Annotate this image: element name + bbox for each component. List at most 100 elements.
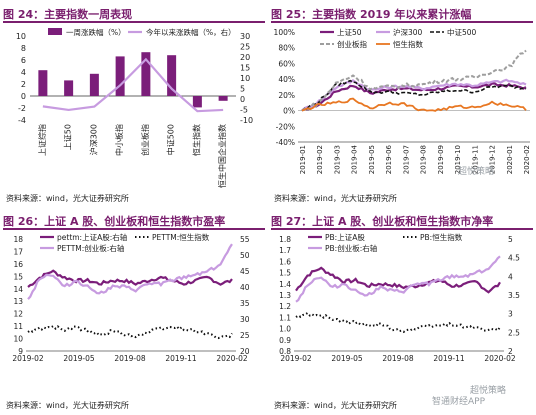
y-tick-label: 0% <box>283 107 295 116</box>
y-tick-label: 1.6 <box>279 257 291 266</box>
y2-tick-label: 10 <box>240 74 250 83</box>
y-tick-label: 16 <box>13 260 23 269</box>
x-tick-label: 2019-09 <box>437 145 445 174</box>
y-tick-label: 18 <box>13 235 23 244</box>
x-tick-label: 2019-03 <box>333 145 341 174</box>
y-tick-label: 0.8 <box>279 347 291 356</box>
y-tick-label: 14 <box>13 285 23 294</box>
panel-fig26: 图 26：上证 A 股、创业板和恒生指数市盈率 9 10 11 12 13 14 15 16 1… <box>0 207 268 414</box>
source-note: 资料来源：wind，光大证券研究所 <box>274 401 397 410</box>
y2-tick-label: 30 <box>240 315 250 324</box>
legend-label: PB:创业板:右轴 <box>325 243 377 253</box>
series-line <box>295 255 501 303</box>
x-tick-label: 中小板指 <box>114 124 124 156</box>
y2-tick-label: -5 <box>240 106 248 115</box>
series-line <box>295 266 501 294</box>
x-tick-label: 2020-02 <box>216 354 248 363</box>
y2-tick-label: 4.5 <box>508 254 520 263</box>
bar <box>192 96 202 108</box>
x-tick-label: 2019-02 <box>12 354 44 363</box>
panel-fig25: 图 25：主要指数 2019 年以来累计涨幅 -40% -20% 0% 20% 40% 6… <box>268 0 536 207</box>
y2-tick-label: 2 <box>508 347 513 356</box>
x-tick-label: 2019-04 <box>351 144 359 174</box>
x-tick-label: 上证50 <box>64 124 73 150</box>
y2-tick-label: 40 <box>240 283 250 292</box>
y-tick-label: 100% <box>274 28 295 37</box>
chart-title: 图 25：主要指数 2019 年以来累计涨幅 <box>271 8 472 21</box>
legend-label: 今年以来涨跌幅（%，右） <box>146 27 236 37</box>
y-tick-label: 0 <box>21 92 26 101</box>
y-tick-label: 11 <box>13 322 23 331</box>
chart-fig27: 0.8 0.9 1.0 1.1 1.2 1.3 1.4 1.5 1.6 1.7 1.8 2 2.5 3 3.… <box>279 232 520 363</box>
y-tick-label: 1.4 <box>279 280 291 289</box>
x-tick-label: 2019-05 <box>368 145 376 174</box>
y-tick-label: 20% <box>278 91 295 100</box>
x-tick-label: 2019-08 <box>382 354 414 363</box>
panel-header: 图 24：主要指数一周表现 <box>3 3 265 23</box>
y-tick-label: 0.9 <box>279 336 291 345</box>
legend-label: PETTM:恒生指数 <box>152 232 210 242</box>
y2-tick-label: 25 <box>240 43 250 52</box>
series-line <box>27 269 233 288</box>
y-tick-label: 8 <box>21 44 26 53</box>
y-tick-label: 6 <box>21 56 26 65</box>
bar <box>64 80 74 96</box>
x-tick-label: 2019-11 <box>165 354 197 363</box>
x-tick-label: 中证500 <box>166 124 176 155</box>
x-tick-label: 2019-10 <box>454 145 462 174</box>
x-tick-label: 2019-01 <box>299 145 307 174</box>
x-tick-label: 恒生中国企业指数 <box>217 124 227 188</box>
bar <box>115 56 125 96</box>
x-tick-label: 2019-06 <box>385 144 393 174</box>
x-tick-label: 2020-01 <box>506 145 514 174</box>
series-line <box>27 324 233 340</box>
y-tick-label: 40% <box>278 75 295 84</box>
y-tick-label: 80% <box>278 44 295 53</box>
y2-tick-label: 5 <box>240 85 245 94</box>
x-tick-label: 2019-08 <box>420 145 428 174</box>
x-tick-label: 恒生指数 <box>191 124 201 156</box>
y2-tick-label: 0 <box>240 95 245 104</box>
x-tick-label: 上证综指 <box>37 124 47 156</box>
chart-title: 图 26：上证 A 股、创业板和恒生指数市盈率 <box>3 215 226 228</box>
y-tick-label: -20% <box>276 122 295 131</box>
y-tick-label: 17 <box>13 247 23 256</box>
y-tick-label: 1.1 <box>279 313 291 322</box>
y2-tick-label: 25 <box>240 331 250 340</box>
y-tick-label: 10 <box>13 335 23 344</box>
y-tick-label: -40% <box>276 138 295 147</box>
y-tick-label: 2 <box>21 80 26 89</box>
legend-label: 上证50 <box>337 28 362 37</box>
source-note: 资料来源：wind，光大证券研究所 <box>6 401 129 410</box>
panel-header: 图 25：主要指数 2019 年以来累计涨幅 <box>271 3 533 23</box>
legend-swatch <box>48 28 62 35</box>
x-tick-label: 2020-02 <box>523 145 531 174</box>
panel-fig24: 图 24：主要指数一周表现 -4 -2 0 2 4 6 8 10 -10 -5 0 5 10 15 20 25… <box>0 0 268 207</box>
y2-tick-label: 2.5 <box>508 328 520 337</box>
watermark-text: 超悦策略 <box>458 167 495 177</box>
chart-title: 图 24：主要指数一周表现 <box>3 8 133 21</box>
y-tick-label: 1.5 <box>279 269 291 278</box>
legend-label: 创业板指 <box>337 39 367 49</box>
y-tick-label: 15 <box>13 272 23 281</box>
x-tick-label: 创业板指 <box>140 124 150 156</box>
x-tick-label: 2019-11 <box>433 354 465 363</box>
series-line <box>301 79 527 112</box>
x-tick-label: 2019-05 <box>331 354 363 363</box>
legend-label: 恒生指数 <box>393 39 423 49</box>
series-line <box>42 57 224 113</box>
bar <box>38 70 48 96</box>
panel-header: 图 27：上证 A 股、创业板和恒生指数市净率 <box>271 210 533 230</box>
series-line <box>301 97 527 112</box>
x-tick-label: 2019-02 <box>280 354 312 363</box>
series-line <box>295 311 501 334</box>
series-line <box>301 82 527 112</box>
x-tick-label: 2019-02 <box>316 145 324 174</box>
y-tick-label: 1.8 <box>279 235 291 244</box>
y2-tick-label: 3 <box>508 310 513 319</box>
bar <box>89 73 99 96</box>
x-tick-label: 2019-05 <box>63 354 95 363</box>
legend-label: pettm:上证A股:右轴 <box>57 232 127 242</box>
y-tick-label: -4 <box>18 116 26 125</box>
